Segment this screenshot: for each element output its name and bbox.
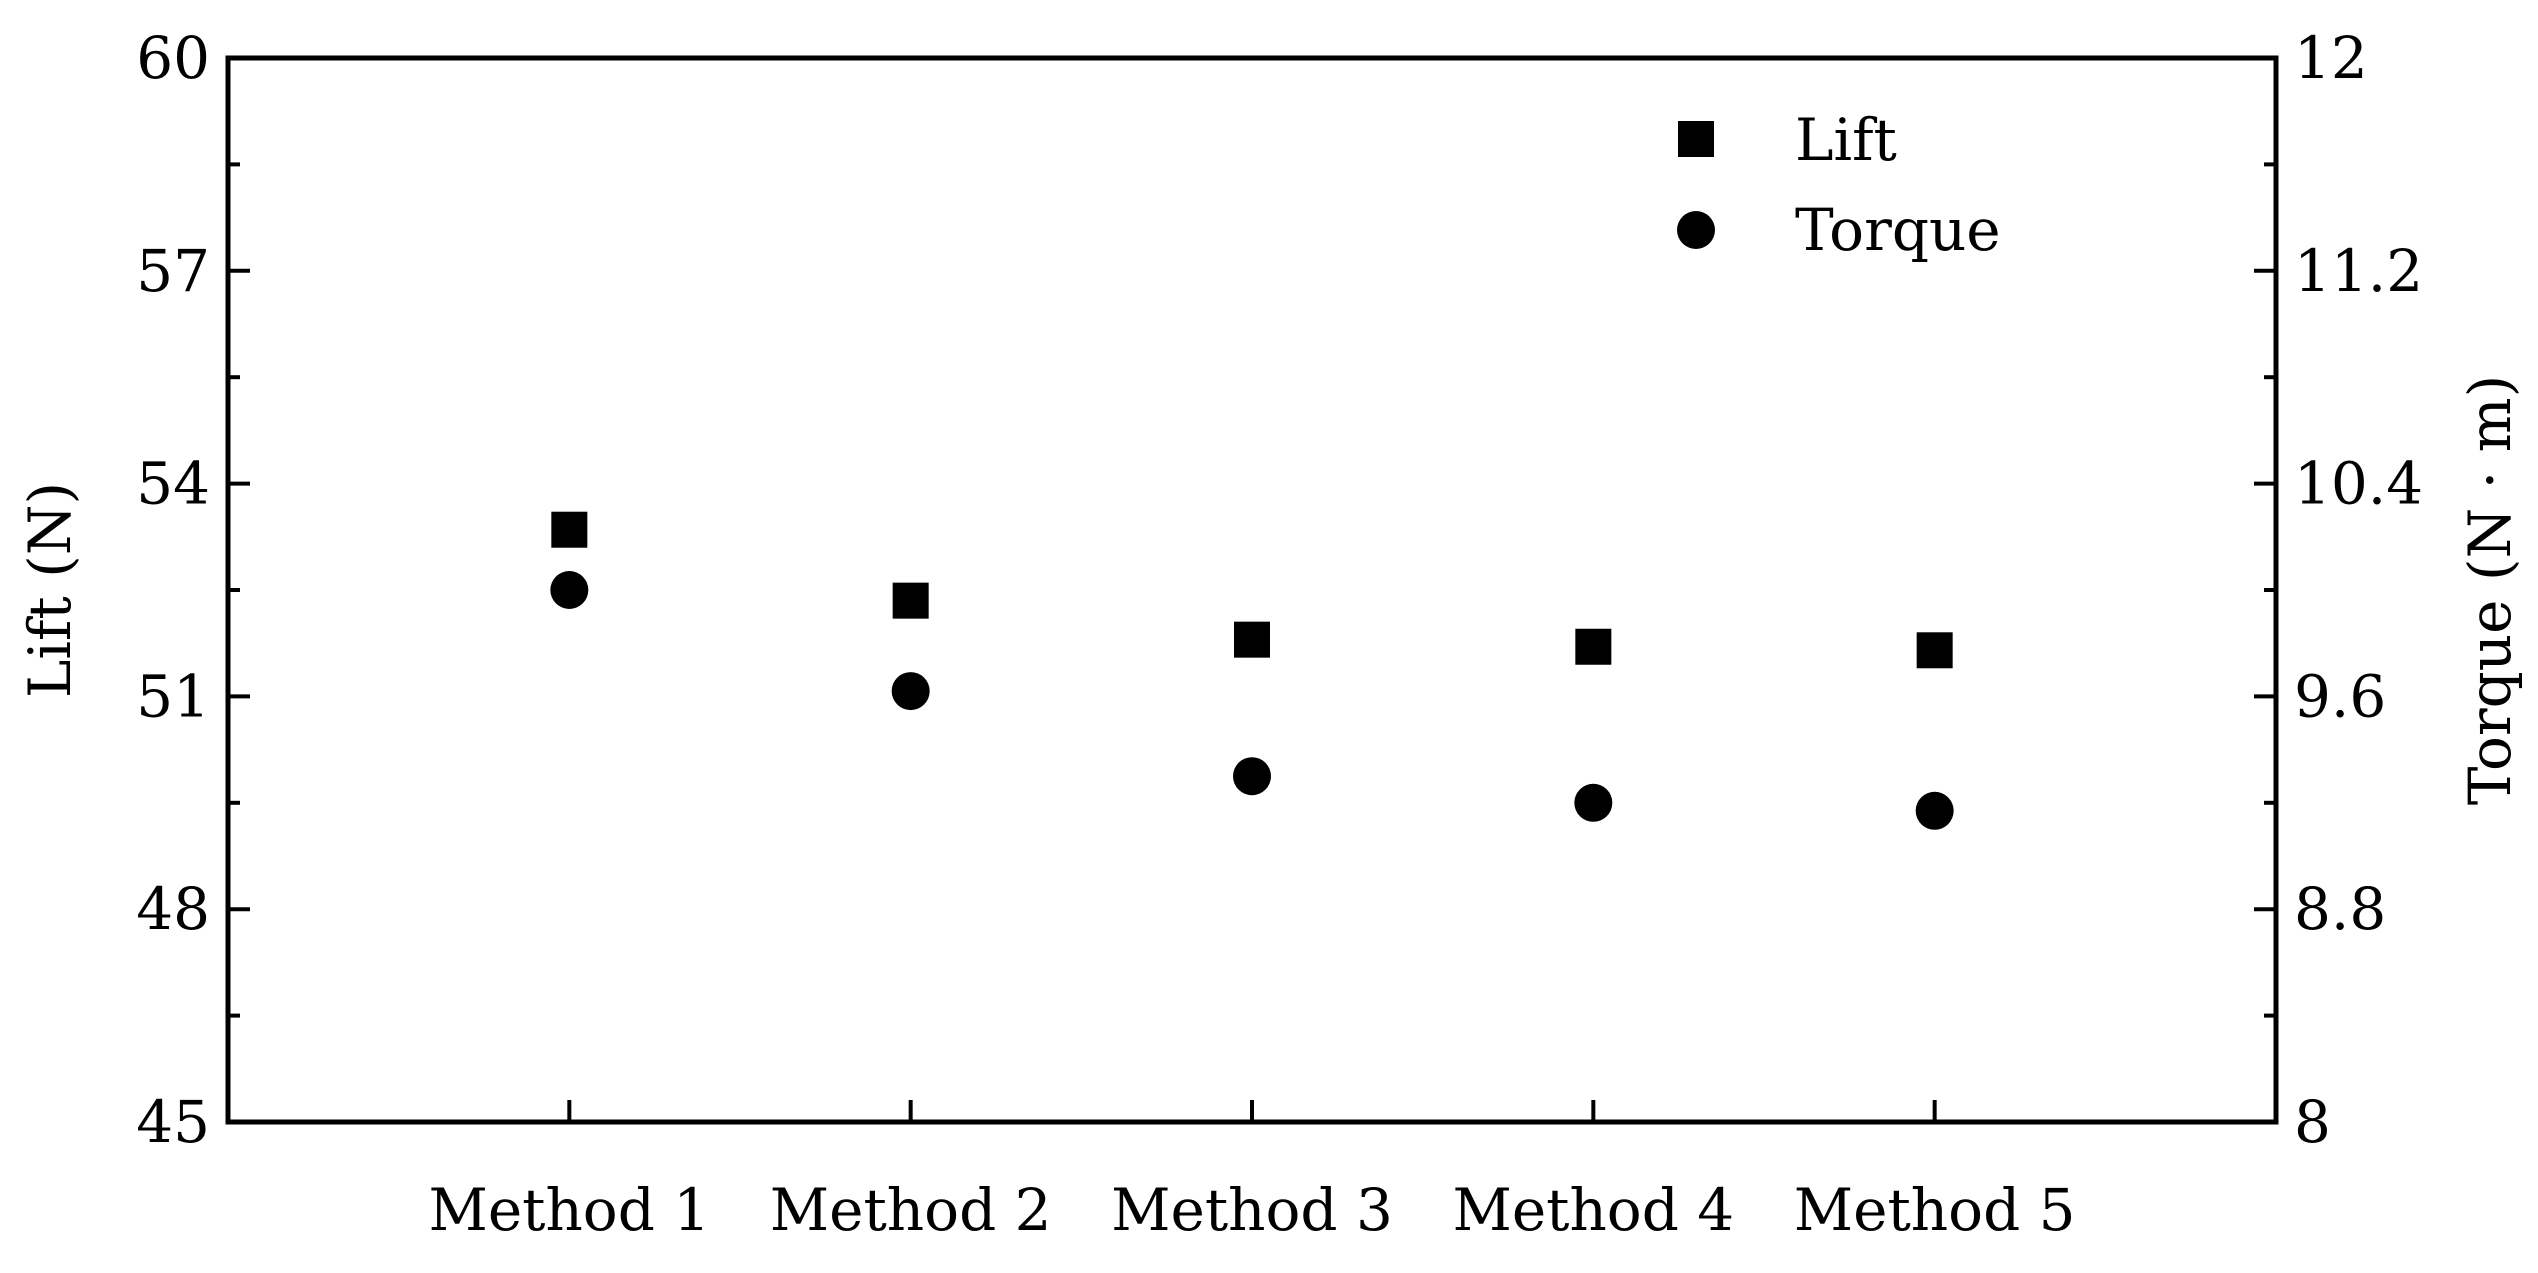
point-torque xyxy=(550,571,589,609)
x-tick-label: Method 1 xyxy=(428,1176,710,1244)
y2-tick-label: 12 xyxy=(2294,24,2368,92)
right-axis: 8 8.8 9.6 10.4 11.2 12 xyxy=(2254,24,2423,1156)
x-axis: Method 1 Method 2 Method 3 Method 4 Method 5 xyxy=(428,1100,2076,1244)
legend-label-lift: Lift xyxy=(1795,106,1897,174)
point-lift xyxy=(551,511,588,548)
legend-marker-lift xyxy=(1678,121,1714,157)
point-torque xyxy=(1233,757,1271,796)
x-tick-label: Method 2 xyxy=(770,1176,1052,1244)
point-lift xyxy=(1916,632,1953,669)
y-tick-label: 48 xyxy=(136,875,210,943)
point-lift xyxy=(1575,628,1612,665)
point-torque xyxy=(1574,783,1613,822)
point-lift xyxy=(892,582,929,619)
x-tick-label: Method 4 xyxy=(1452,1176,1734,1244)
y2-tick-label: 10.4 xyxy=(2294,450,2423,518)
x-tick-label: Method 3 xyxy=(1111,1176,1393,1244)
y-tick-label: 54 xyxy=(136,450,210,518)
y2-tick-label: 8 xyxy=(2294,1088,2331,1156)
y2-tick-label: 9.6 xyxy=(2294,662,2386,730)
y2-tick-label: 11.2 xyxy=(2294,237,2423,305)
point-lift xyxy=(1234,621,1270,658)
left-axis: 45 48 51 54 57 60 xyxy=(136,24,250,1156)
y-tick-label: 51 xyxy=(136,662,210,730)
point-torque xyxy=(891,672,930,711)
y2-tick-label: 8.8 xyxy=(2294,875,2386,943)
point-torque xyxy=(1915,791,1954,830)
legend-marker-torque xyxy=(1677,211,1715,249)
y-tick-label: 45 xyxy=(136,1088,210,1156)
y-tick-label: 60 xyxy=(136,24,210,92)
x-tick-label: Method 5 xyxy=(1794,1176,2076,1244)
y2-axis-title: Torque (N · m) xyxy=(2456,375,2524,805)
legend-label-torque: Torque xyxy=(1795,196,2001,264)
legend: Lift Torque xyxy=(1677,106,2001,264)
y-axis-title: Lift (N) xyxy=(16,482,84,698)
data-marks xyxy=(550,511,1954,830)
y-tick-label: 57 xyxy=(136,237,210,305)
